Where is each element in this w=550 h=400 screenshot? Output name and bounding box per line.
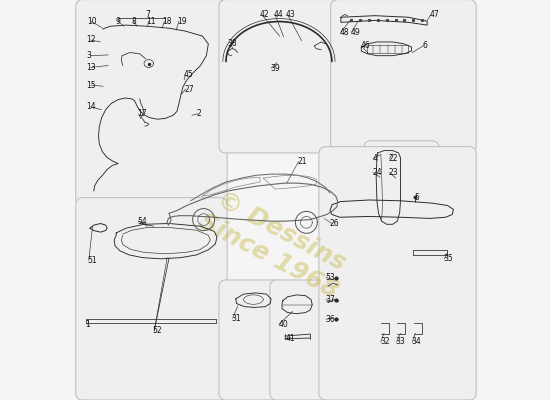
- FancyBboxPatch shape: [219, 280, 282, 400]
- Text: 54: 54: [137, 217, 147, 226]
- Text: 44: 44: [274, 10, 284, 19]
- Text: 33: 33: [396, 338, 405, 346]
- Text: 53: 53: [325, 273, 335, 282]
- Text: 23: 23: [389, 168, 398, 177]
- FancyBboxPatch shape: [331, 0, 476, 153]
- FancyBboxPatch shape: [270, 280, 331, 400]
- Text: 52: 52: [153, 326, 162, 336]
- Text: 15: 15: [86, 80, 96, 90]
- Text: 38: 38: [227, 40, 237, 48]
- Text: 5: 5: [414, 193, 419, 202]
- Text: 18: 18: [162, 17, 172, 26]
- Text: 12: 12: [86, 36, 96, 44]
- FancyBboxPatch shape: [364, 141, 439, 274]
- Text: 17: 17: [137, 109, 147, 118]
- Text: 34: 34: [411, 338, 421, 346]
- Text: 51: 51: [87, 256, 97, 265]
- Text: 24: 24: [372, 168, 382, 177]
- Text: 9: 9: [115, 17, 120, 26]
- FancyBboxPatch shape: [219, 0, 341, 153]
- Text: 10: 10: [87, 17, 97, 26]
- Text: 19: 19: [177, 17, 186, 26]
- Text: 40: 40: [278, 320, 288, 329]
- Text: 35: 35: [444, 254, 453, 263]
- Text: 3: 3: [86, 51, 91, 60]
- Text: © Dessins
Since 1968: © Dessins Since 1968: [195, 185, 355, 303]
- Text: 6: 6: [422, 41, 427, 50]
- Text: 22: 22: [389, 154, 398, 163]
- Text: 42: 42: [260, 10, 270, 19]
- Text: 47: 47: [430, 10, 439, 19]
- Text: 41: 41: [286, 334, 295, 343]
- Text: 32: 32: [380, 338, 390, 346]
- Text: 1: 1: [85, 320, 90, 329]
- Text: 14: 14: [86, 102, 96, 111]
- Text: 11: 11: [146, 17, 156, 26]
- Text: 45: 45: [184, 70, 194, 79]
- Text: 7: 7: [145, 10, 150, 19]
- FancyBboxPatch shape: [76, 198, 227, 400]
- FancyBboxPatch shape: [319, 147, 476, 400]
- Text: 2: 2: [196, 109, 201, 118]
- FancyBboxPatch shape: [76, 0, 227, 206]
- Text: 39: 39: [270, 64, 280, 73]
- Text: 48: 48: [340, 28, 349, 37]
- Text: 46: 46: [360, 41, 370, 50]
- Text: 49: 49: [351, 28, 360, 37]
- Text: 37: 37: [325, 295, 335, 304]
- Text: 26: 26: [330, 219, 339, 228]
- Text: 8: 8: [132, 17, 136, 26]
- Text: 27: 27: [184, 84, 194, 94]
- Text: 4: 4: [372, 154, 377, 163]
- Text: 31: 31: [231, 314, 241, 323]
- Text: 36: 36: [325, 315, 335, 324]
- Text: 13: 13: [86, 63, 96, 72]
- Text: 21: 21: [298, 157, 307, 166]
- Text: 43: 43: [286, 10, 296, 19]
